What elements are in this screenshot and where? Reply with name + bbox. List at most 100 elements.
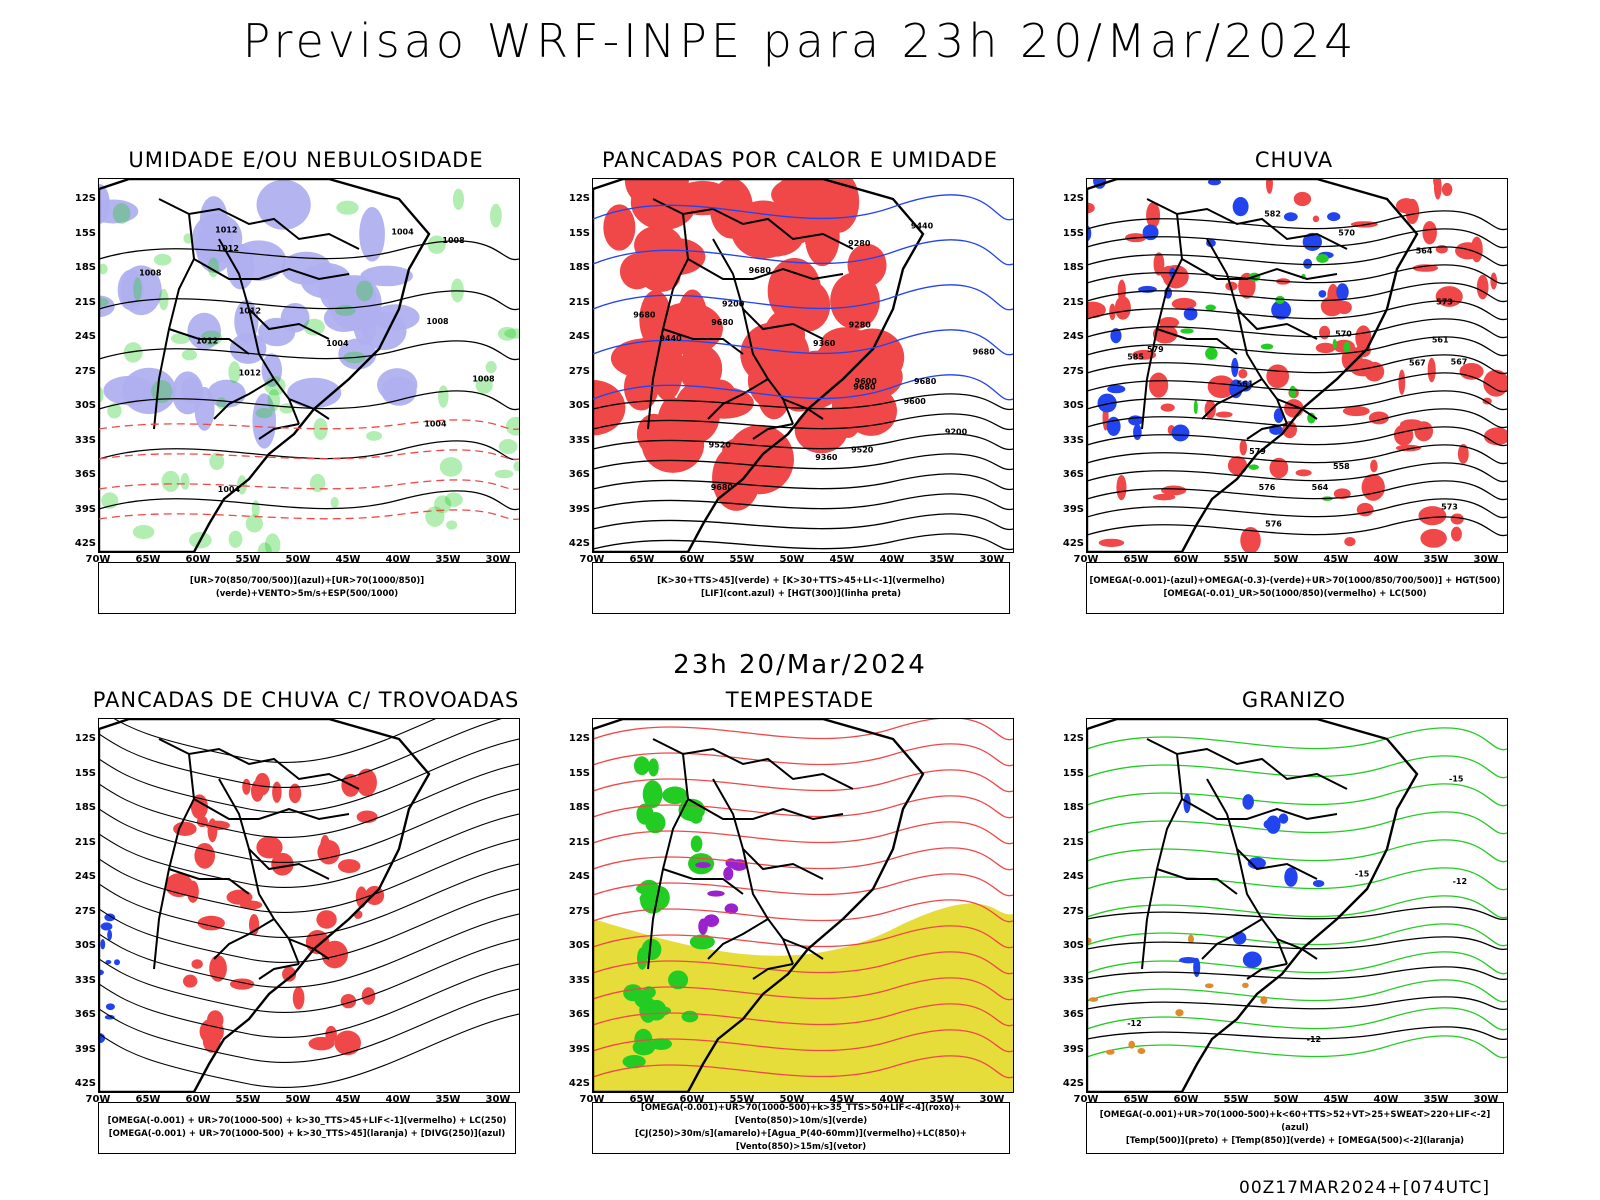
lat-tick-label: 33S <box>568 974 590 986</box>
precipitable-water-contour <box>593 795 1013 819</box>
lat-tick-label: 18S <box>1062 262 1084 273</box>
panel-umidade: UMIDADE E/OU NEBULOSIDADE 12S 15S 18S 21S 24S… <box>56 148 556 638</box>
lifted-index-contour <box>593 284 1013 311</box>
lat-tick-label: 15S <box>568 767 590 779</box>
lat-tick-label: 18S <box>74 262 96 273</box>
omega-strong-area <box>1316 253 1329 263</box>
lat-tick-label: 12S <box>74 733 96 744</box>
thunderstorm-area <box>197 915 225 931</box>
run-footer: 00Z17MAR2024+[074UTC] <box>1239 1178 1490 1198</box>
panel-title: TEMPESTADE <box>725 688 875 712</box>
contour-label: 1004 <box>424 419 447 428</box>
temp-500-contour <box>1087 936 1507 951</box>
lon-tick-label: 45W <box>335 1094 361 1105</box>
thunderstorm-area <box>288 783 302 804</box>
temp-850-contour <box>1087 783 1507 807</box>
lon-tick-label: 70W <box>1073 1094 1099 1105</box>
severe-storm-area <box>707 890 725 897</box>
precip-omega-area <box>1238 368 1248 379</box>
humidity-high-area <box>319 268 343 309</box>
contour-label: 564 <box>1312 483 1329 492</box>
country-border <box>752 423 794 440</box>
temp-500-contour <box>1087 906 1507 921</box>
humidity-high-area <box>234 299 259 343</box>
contour-label: 9680 <box>853 383 876 392</box>
omega-500-area <box>1175 1009 1184 1017</box>
legend-line: [CJ(250)>30m/s](amarelo)+[Agua_P(40-60mm… <box>634 1129 968 1152</box>
panel-trovoadas: PANCADAS DE CHUVA C/ TROVOADAS 12S 15S 18S 2… <box>56 688 556 1178</box>
divergence-area <box>100 922 113 931</box>
wind-850-area <box>689 934 715 950</box>
precip-omega-area <box>1418 506 1447 526</box>
humidity-low-contour <box>485 361 497 374</box>
lat-tick-label: 33S <box>74 974 96 986</box>
lat-tick-label: 21S <box>74 836 96 848</box>
streamline <box>99 938 519 1014</box>
contour-label: 1008 <box>426 317 449 326</box>
contour-label: 9680 <box>633 311 656 320</box>
precip-omega-area <box>1109 303 1116 321</box>
forecast-map: 585 582 579 576 573 570 567 564 561 558 579 576 573 5… <box>1086 178 1508 553</box>
country-border <box>712 238 824 340</box>
hail-area <box>1193 957 1201 978</box>
thunderstorm-area <box>321 940 348 969</box>
country-border <box>168 868 250 895</box>
humidity-high-area <box>192 213 243 264</box>
contour-label: 561 <box>1432 336 1449 345</box>
precipitable-water-contour <box>593 873 1013 897</box>
divergence-area <box>104 913 116 922</box>
omega-500-area <box>1204 983 1214 989</box>
lon-tick-label: 60W <box>185 1094 211 1105</box>
severe-storm-area <box>703 914 720 927</box>
precip-omega-area <box>1239 439 1248 456</box>
precip-omega-area <box>1087 301 1106 319</box>
lat-tick-label: 33S <box>1062 434 1084 446</box>
precip-omega-area <box>1266 364 1290 389</box>
lon-tick-label: 50W <box>779 1094 805 1105</box>
lon-tick-label: 65W <box>1123 554 1149 565</box>
omega-area <box>1303 258 1313 269</box>
contour-label: 585 <box>1127 353 1144 362</box>
omega-area <box>1097 393 1117 413</box>
panel-legend: [K>30+TTS>45](verde) + [K>30+TTS>45+LI<-… <box>592 562 1010 614</box>
omega-area <box>1336 283 1349 301</box>
wind-850-area <box>681 1010 699 1023</box>
humidity-low-contour <box>438 385 449 408</box>
lon-tick-label: 55W <box>729 1094 755 1105</box>
contour-label: 9680 <box>973 347 996 356</box>
instability-area <box>603 204 636 251</box>
humidity-low-contour <box>366 431 383 441</box>
lat-tick-label: 27S <box>568 905 590 917</box>
contour-label: 573 <box>1436 297 1453 306</box>
height-300-contour <box>593 533 1013 551</box>
height-500-contour <box>1087 408 1507 429</box>
humidity-high-area <box>252 393 276 449</box>
height-300-contour <box>593 393 1013 411</box>
lon-tick-label: 55W <box>235 554 261 565</box>
lat-tick-label: 42S <box>568 1078 590 1089</box>
humidity-low-contour <box>356 280 374 302</box>
lat-tick-label: 15S <box>74 767 96 779</box>
height-300-contour <box>593 493 1013 511</box>
height-500-contour <box>1087 516 1507 537</box>
lat-tick-label: 30S <box>74 940 96 951</box>
humidity-low-contour <box>161 470 180 492</box>
thunderstorm-area <box>191 959 203 969</box>
precipitable-water-contour <box>593 899 1013 923</box>
lon-tick-label: 45W <box>1323 554 1349 565</box>
lat-tick-label: 30S <box>74 400 96 411</box>
humidity-low-contour <box>336 200 359 215</box>
lon-tick-label: 55W <box>235 1094 261 1105</box>
coastline <box>593 719 925 1092</box>
thunderstorm-area <box>282 966 297 982</box>
thunderstorm-area <box>308 1036 335 1051</box>
lat-tick-label: 21S <box>568 296 590 308</box>
contour-label: 1012 <box>215 226 237 235</box>
humidity-low-contour <box>334 304 356 316</box>
humidity-low-contour <box>170 333 191 344</box>
thunderstorm-area <box>173 821 197 836</box>
lon-tick-label: 40W <box>385 554 411 565</box>
lat-tick-label: 18S <box>568 802 590 813</box>
thunderstorm-area <box>364 885 385 906</box>
severe-storm-area <box>724 903 739 915</box>
